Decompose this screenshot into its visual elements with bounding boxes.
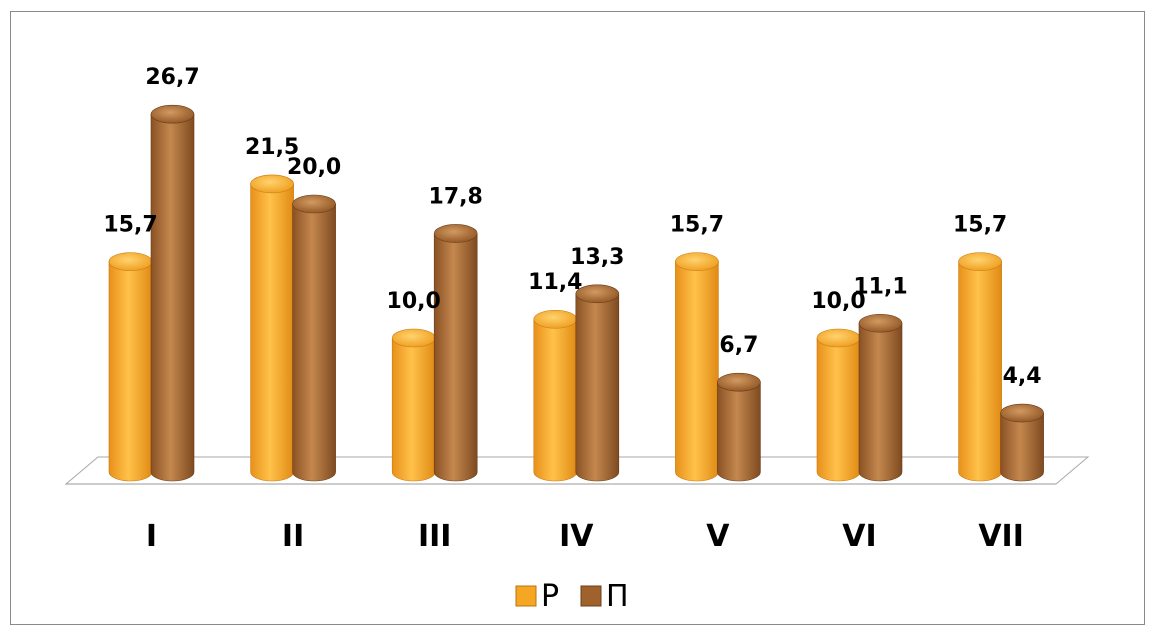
category-label-VII: VII (978, 519, 1024, 554)
value-label-series-0-III: 10,0 (387, 289, 441, 314)
bar-cap (816, 328, 861, 348)
bar-body (858, 322, 903, 482)
legend-swatch-series-0 (515, 585, 537, 607)
bar-chart: 15,7 26,7 21,520,0 10,0 17,8 11,413,3 15,7 6,7 1… (64, 65, 1090, 614)
bar-series-0-II (250, 174, 294, 482)
bar-series-1-IV (575, 284, 620, 482)
bars-layer (108, 104, 1044, 482)
category-label-VI: VI (842, 519, 876, 554)
bar-cap (533, 309, 578, 329)
category-label-IV: IV (559, 519, 594, 554)
category-label-II: II (282, 519, 304, 554)
legend-label-series-1: П (606, 579, 629, 614)
bar-cap (433, 224, 478, 243)
bar-body (816, 337, 861, 482)
value-label-series-0-II: 21,5 (245, 135, 299, 160)
bar-cap (1000, 403, 1044, 423)
bar-body (433, 233, 478, 482)
chart-frame: 15,7 26,7 21,5 20,0 10,0 17,8 11,4 13,3 15,7 6,7 1… (10, 11, 1145, 625)
value-label-series-1-III: 17,8 (429, 184, 483, 209)
bar-series-1-VII (1000, 403, 1044, 482)
value-label-series-0-VI: 10,0 (811, 289, 865, 314)
bar-body (391, 337, 436, 482)
bar-body (250, 183, 294, 482)
legend-item-series-1: П (580, 579, 629, 614)
bar-series-0-III (391, 328, 436, 482)
legend-swatch-series-1 (580, 585, 602, 607)
bar-series-1-II (292, 194, 336, 482)
bar-cap (717, 372, 761, 392)
value-label-series-1-II: 20,0 (287, 155, 341, 180)
legend: Р П (515, 579, 629, 614)
bar-series-0-VI (816, 328, 861, 482)
category-label-I: I (146, 519, 157, 554)
bar-series-1-III (433, 224, 478, 482)
legend-label-series-0: Р (541, 579, 559, 614)
bar-body (717, 381, 761, 482)
bar-series-1-V (717, 372, 761, 482)
bar-series-0-VII (958, 252, 1002, 482)
bar-cap (250, 174, 294, 194)
bar-body (1000, 412, 1044, 482)
category-label-V: V (706, 519, 730, 554)
bar-body (575, 293, 620, 482)
bar-cap (675, 252, 719, 271)
category-label-III: III (418, 519, 452, 554)
value-label-series-1-V: 6,7 (719, 333, 758, 358)
bar-cap (391, 328, 436, 348)
bar-cap (575, 284, 620, 304)
bar-series-1-I (150, 104, 195, 482)
bar-cap (292, 194, 336, 214)
bar-body (150, 113, 195, 482)
legend-item-series-0: Р (515, 579, 559, 614)
value-label-series-1-I: 26,7 (145, 65, 199, 90)
bar-series-0-I (108, 252, 153, 482)
bar-body (958, 261, 1002, 482)
category-labels-layer: I II III IV V VI VII (146, 519, 1024, 554)
bar-cap (150, 104, 195, 124)
value-label-series-1-VII: 4,4 (1003, 364, 1042, 389)
value-label-series-0-I: 15,7 (103, 213, 157, 238)
bar-series-0-IV (533, 309, 578, 482)
bar-cap (108, 252, 153, 271)
bar-cap (958, 252, 1002, 271)
bar-cap (858, 313, 903, 333)
value-label-series-0-VII: 15,7 (953, 213, 1007, 238)
bar-series-1-VI (858, 313, 903, 482)
bar-series-0-V (675, 252, 719, 482)
value-labels-layer: 15,7 26,7 21,520,0 10,0 17,8 11,413,3 15,7 6,7 1… (103, 65, 1041, 389)
value-label-series-0-IV: 11,4 (528, 270, 582, 295)
bar-body (675, 261, 719, 482)
bar-body (533, 318, 578, 482)
value-label-series-1-IV: 13,3 (570, 245, 624, 270)
value-label-series-1-VI: 11,1 (853, 274, 907, 299)
bar-body (292, 203, 336, 482)
bar-body (108, 261, 153, 482)
value-label-series-0-V: 15,7 (670, 213, 724, 238)
